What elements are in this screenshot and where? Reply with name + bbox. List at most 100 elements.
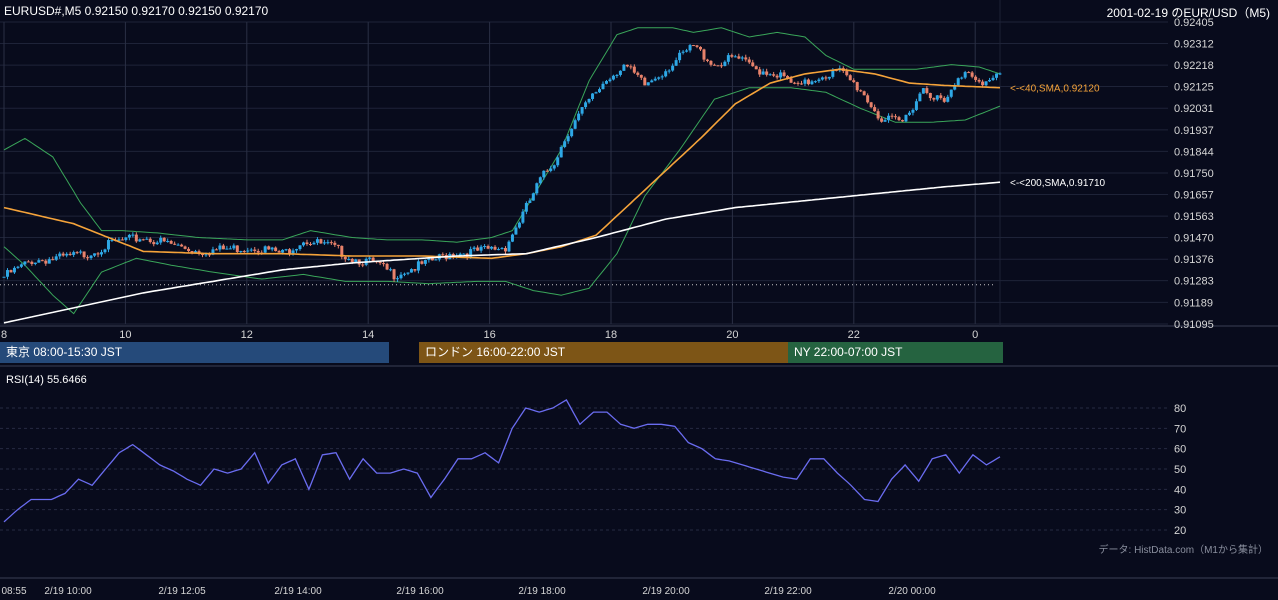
candle-body <box>420 261 424 264</box>
candle-body <box>765 71 769 75</box>
candle-body <box>263 246 267 253</box>
candle-body <box>552 165 556 169</box>
candle-body <box>880 118 884 122</box>
candle-body <box>974 76 978 80</box>
price-tick-label: 0.92218 <box>1174 60 1214 72</box>
rsi-tick-label: 70 <box>1174 423 1186 435</box>
candle-body <box>479 246 483 251</box>
candle-body <box>817 79 821 82</box>
candle-body <box>894 116 898 118</box>
candle-body <box>270 247 274 250</box>
candle-body <box>228 248 232 250</box>
candle-body <box>810 81 814 85</box>
candle-body <box>695 45 699 47</box>
sma40-label: <-<40,SMA,0.92120 <box>1010 84 1100 95</box>
lower-bollinger-band <box>3 87 1001 315</box>
ny-session-bar: NY 22:00-07:00 JST <box>788 342 1003 363</box>
candle-body <box>573 120 577 129</box>
candle-body <box>538 177 542 184</box>
candle-body <box>89 255 93 259</box>
candle-body <box>249 249 253 251</box>
candle-body <box>719 65 723 67</box>
candle-body <box>16 266 20 268</box>
hour-tick-label: 8 <box>1 329 7 341</box>
candle-body <box>984 81 988 86</box>
candle-body <box>744 57 748 60</box>
candle-body <box>416 261 420 271</box>
candle-body <box>685 50 689 52</box>
rsi-tick-label: 20 <box>1174 525 1186 537</box>
candle-body <box>636 72 640 75</box>
candle-body <box>584 102 588 108</box>
candle-body <box>434 259 438 261</box>
candle-body <box>277 251 281 253</box>
candle-body <box>54 256 58 260</box>
candle-body <box>949 89 953 97</box>
candle-body <box>152 242 156 245</box>
candle-body <box>402 273 406 275</box>
candle-body <box>813 81 817 83</box>
candle-body <box>47 259 51 264</box>
candle-body <box>702 49 706 60</box>
candle-body <box>315 239 319 243</box>
candle-body <box>476 247 480 251</box>
candle-body <box>535 183 539 194</box>
candle-body <box>545 170 549 172</box>
candle-body <box>643 77 647 86</box>
candle-body <box>733 56 737 58</box>
candle-body <box>939 95 943 98</box>
candle-body <box>580 107 584 114</box>
candle-body <box>977 79 981 82</box>
candle-body <box>79 251 83 253</box>
candle-body <box>594 92 598 94</box>
price-tick-label: 0.92125 <box>1174 82 1214 94</box>
candle-body <box>486 246 490 249</box>
candle-body <box>591 93 595 99</box>
candle-body <box>625 64 629 67</box>
candle-body <box>378 261 382 264</box>
price-tick-label: 0.91563 <box>1174 211 1214 223</box>
candle-body <box>848 75 852 81</box>
candle-body <box>86 257 90 259</box>
candle-body <box>30 261 34 265</box>
candle-body <box>225 248 229 250</box>
candle-body <box>866 95 870 103</box>
candle-body <box>256 250 260 253</box>
candle-body <box>827 76 831 79</box>
candle-body <box>890 115 894 117</box>
candle-body <box>106 240 110 250</box>
candle-body <box>681 51 685 53</box>
time-tick-label: 2/19 10:00 <box>44 586 92 597</box>
candle-body <box>40 260 44 262</box>
candle-body <box>96 253 100 255</box>
candle-body <box>918 93 922 102</box>
candle-body <box>72 252 76 255</box>
hour-tick-label: 22 <box>848 329 860 341</box>
candle-body <box>134 234 138 242</box>
candle-body <box>528 200 532 203</box>
candle-body <box>340 245 344 257</box>
candle-body <box>995 73 999 78</box>
candle-body <box>75 252 79 254</box>
candle-body <box>396 278 400 280</box>
candle-body <box>68 253 72 255</box>
candle-body <box>524 202 528 212</box>
candle-body <box>427 257 431 260</box>
symbol-info: EURUSD#,M5 0.92150 0.92170 0.92150 0.921… <box>4 4 269 18</box>
candle-body <box>159 237 163 243</box>
time-tick-label: 2/19 16:00 <box>396 586 444 597</box>
candle-body <box>531 193 535 201</box>
sma200-label: <-<200,SMA,0.91710 <box>1010 178 1106 189</box>
candle-body <box>820 77 824 80</box>
hour-tick-label: 12 <box>241 329 253 341</box>
price-tick-label: 0.91657 <box>1174 189 1214 201</box>
candle-body <box>155 242 159 245</box>
candle-body <box>322 242 326 244</box>
price-tick-label: 0.91189 <box>1174 297 1213 309</box>
candle-body <box>510 234 514 242</box>
candle-body <box>883 120 887 122</box>
candle-body <box>361 264 365 266</box>
candle-body <box>166 240 170 242</box>
candle-body <box>730 55 734 57</box>
candle-body <box>37 260 41 263</box>
